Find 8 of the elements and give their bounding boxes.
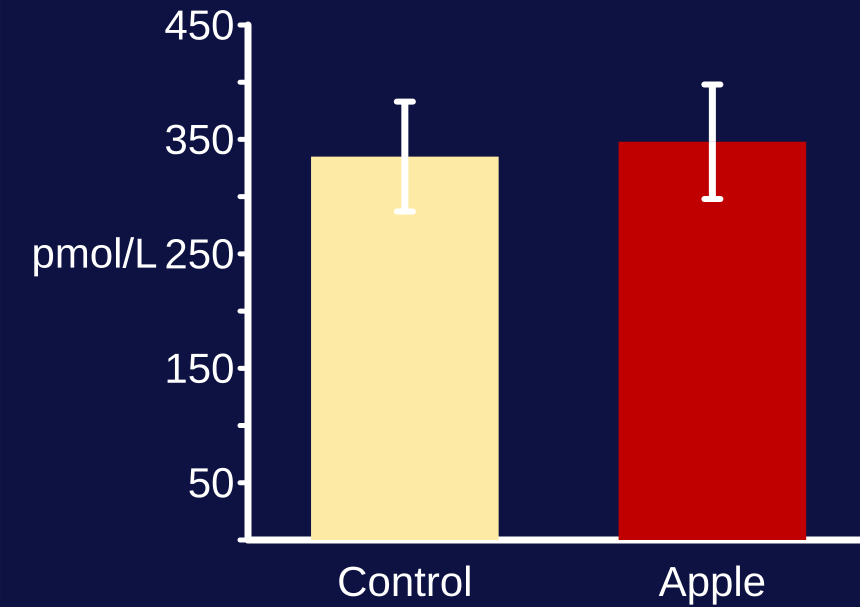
y-tick-label: 450 (165, 10, 233, 40)
x-tick-label: Apple (658, 566, 764, 605)
x-tick-label: Control (339, 566, 470, 596)
y-tick-label: 150 (168, 353, 233, 384)
y-tick-label: 350 (166, 124, 233, 154)
y-axis-title: pmol/L (34, 237, 156, 276)
y-tick-label: 250 (166, 239, 233, 269)
y-tick-label: 50 (189, 468, 233, 498)
